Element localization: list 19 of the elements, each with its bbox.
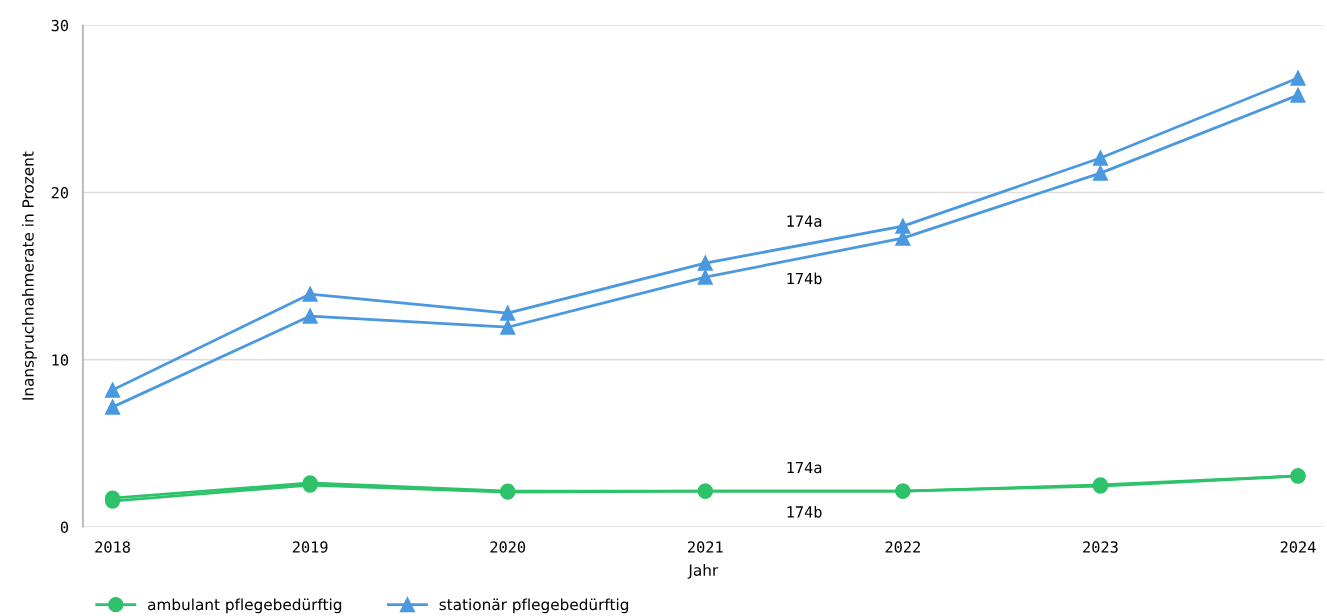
x-tick-label: 2020 [490,541,526,553]
y-tick-label: 20 [51,187,69,199]
y-tick-label: 10 [52,354,69,366]
x-tick-label: 2019 [292,541,328,553]
x-tick-label: 2022 [885,541,920,553]
annotation: 174a [787,461,822,474]
x-tick-label: 2024 [1280,541,1316,553]
x-tick-label: 2018 [95,541,130,553]
annotation: 174a [787,215,822,227]
legend-label: stationär pflegebedürftig [439,598,629,614]
y-tick-label: 0 [60,521,69,534]
y-axis-title: Inanspruchnahmerate in Prozent [21,151,37,400]
x-axis-title: Jahr [687,564,719,579]
annotation: 174b [787,272,822,285]
annotation: 174b [787,505,822,518]
x-tick-label: 2023 [1083,541,1118,553]
x-tick-label: 2021 [688,541,723,553]
legend-label: ambulant pflegebedürftig [148,598,342,614]
y-tick-label: 30 [51,19,69,32]
